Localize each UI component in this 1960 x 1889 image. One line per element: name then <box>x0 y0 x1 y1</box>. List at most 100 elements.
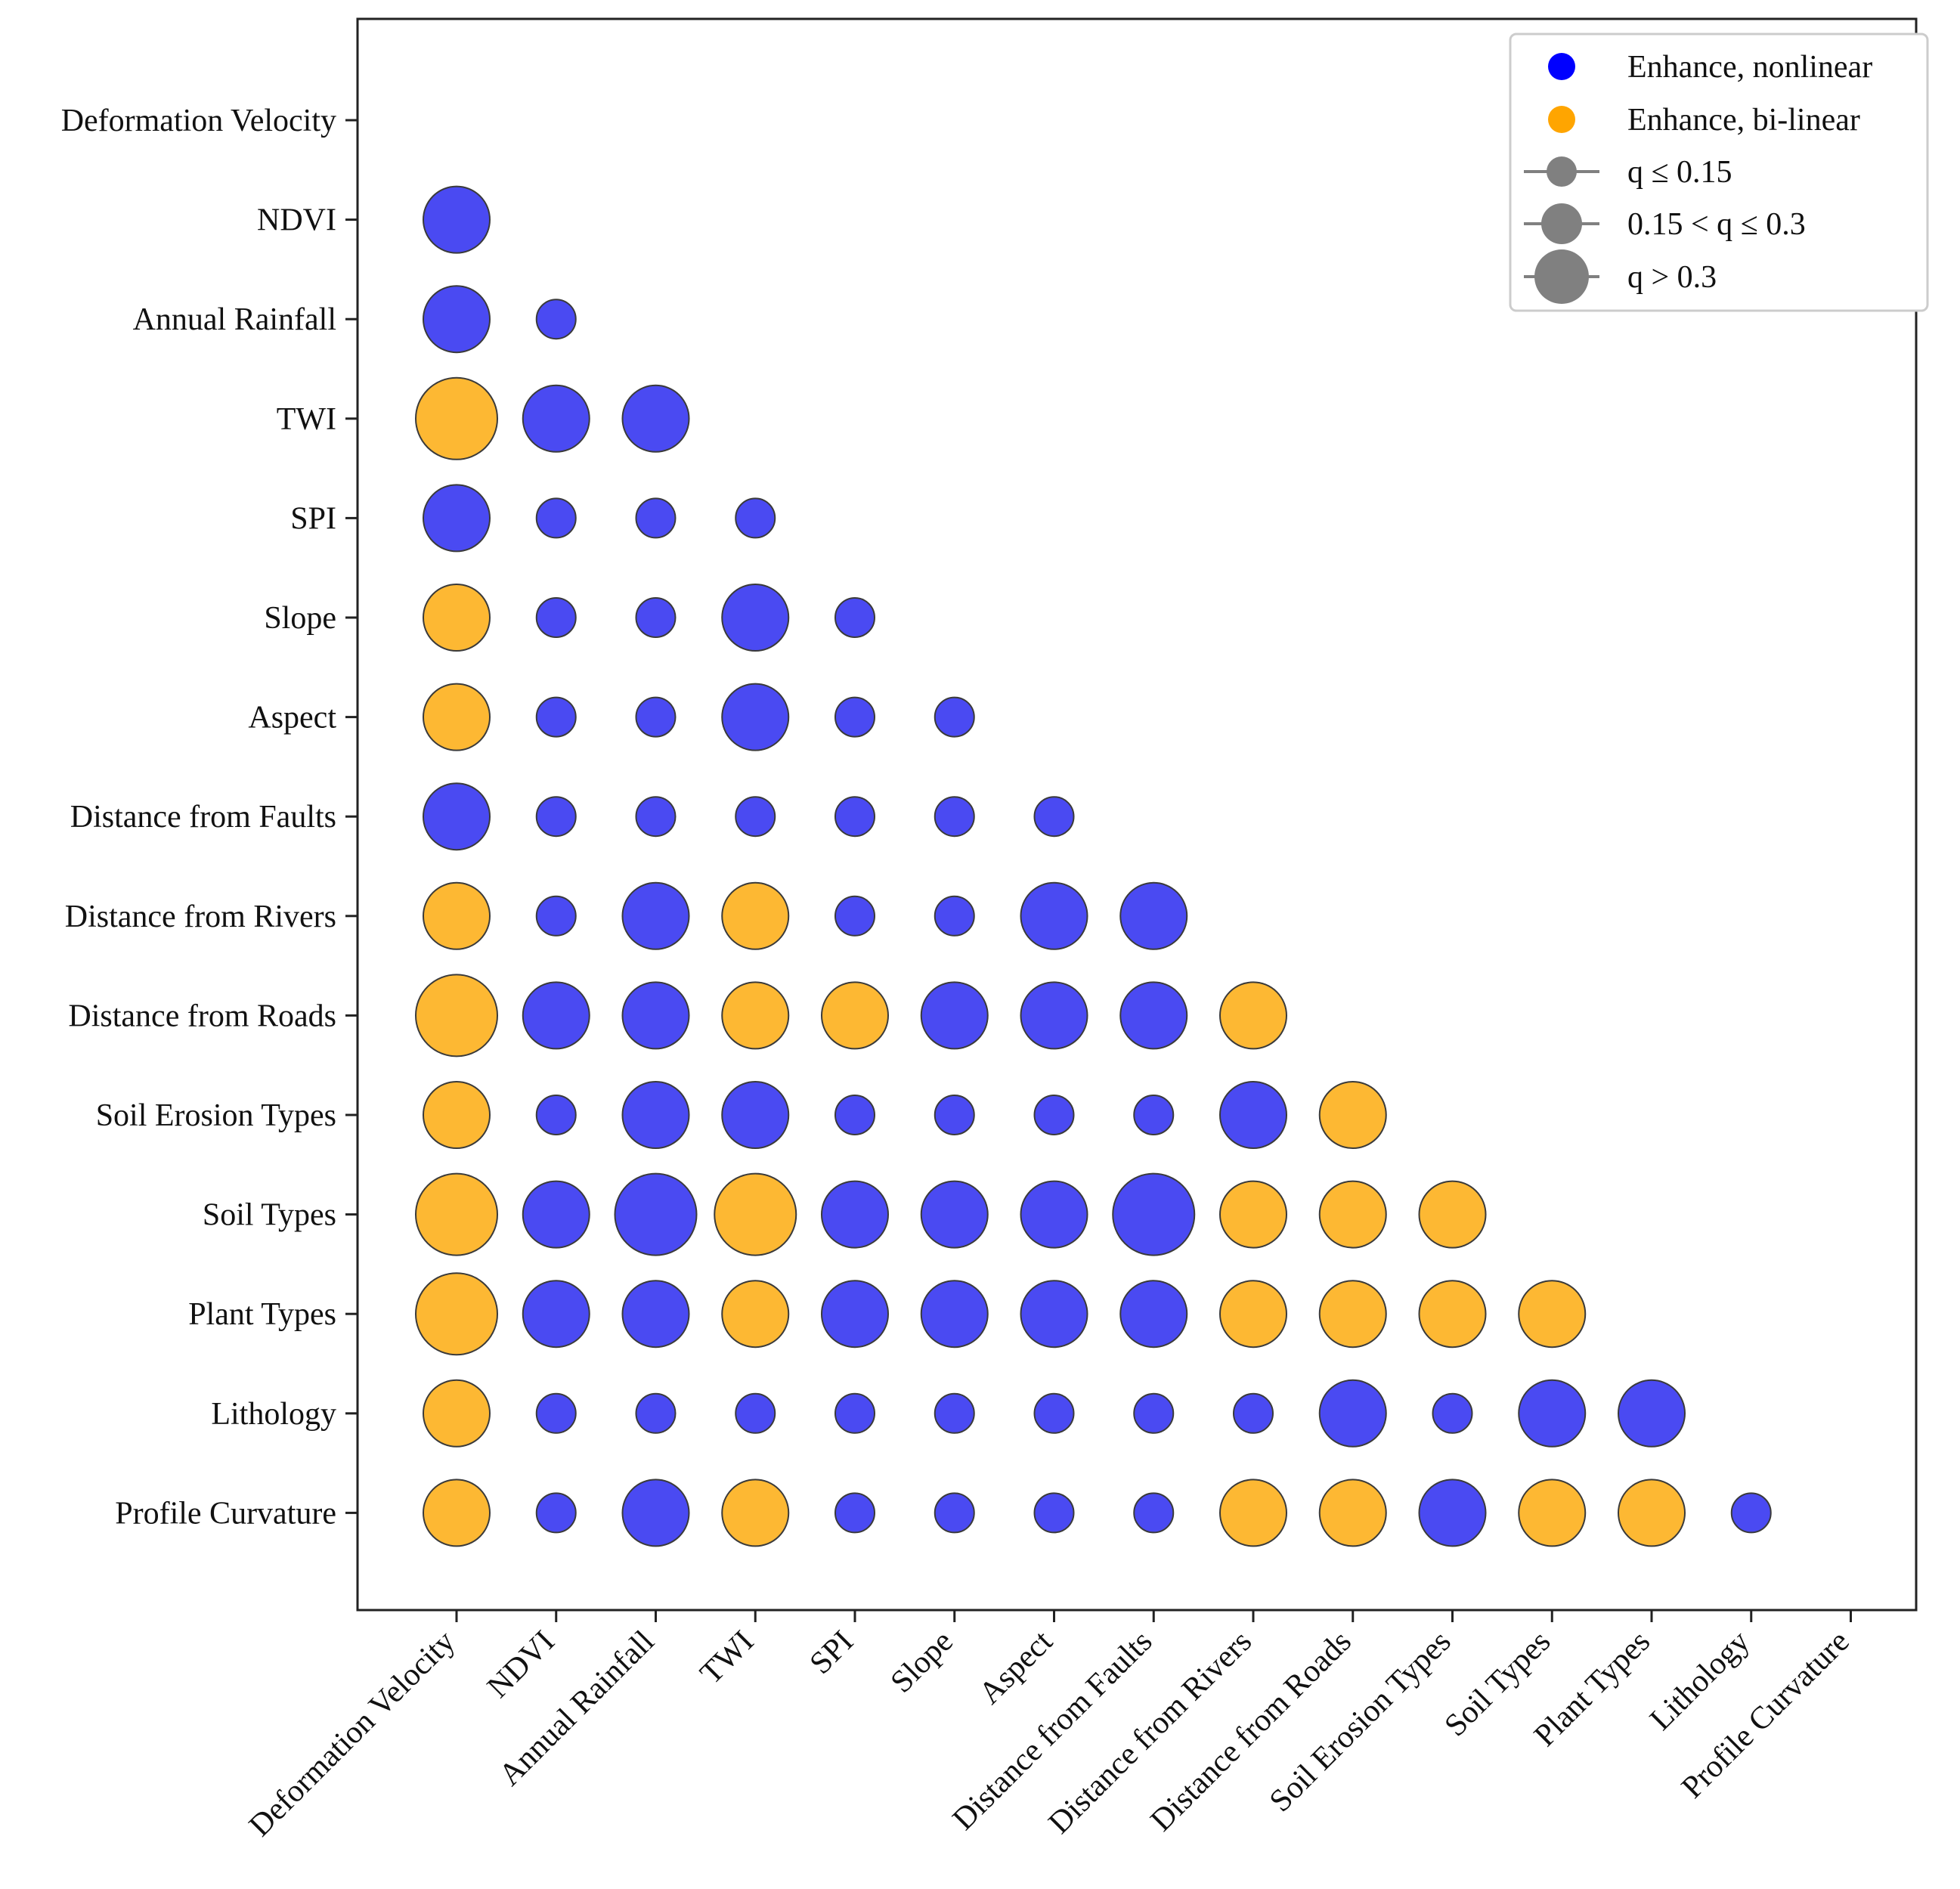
bubble-ndvi-x-aspect <box>535 696 577 738</box>
bubble-deformation-velocity-x-soil-types <box>415 1172 498 1256</box>
x-tick-label-soil-erosion-types: Soil Erosion Types <box>1263 1624 1458 1819</box>
bubble-twi-x-profile-curvature <box>721 1479 790 1547</box>
legend-size-marker-small <box>1547 156 1577 187</box>
bubble-deformation-velocity-x-annual-rainfall <box>423 285 491 354</box>
bubble-slope-x-aspect <box>934 696 975 738</box>
bubble-twi-x-distance-from-faults <box>735 796 776 838</box>
y-tick-label-plant-types: Plant Types <box>188 1297 336 1332</box>
y-tick-label-twi: TWI <box>277 402 336 437</box>
bubble-annual-rainfall-x-soil-erosion-types <box>621 1081 690 1149</box>
bubble-slope-x-distance-from-rivers <box>934 895 975 937</box>
bubble-ndvi-x-annual-rainfall <box>535 299 577 340</box>
bubble-spi-x-soil-types <box>821 1180 889 1249</box>
bubble-ndvi-x-lithology <box>535 1392 577 1434</box>
bubble-ndvi-x-distance-from-roads <box>522 981 590 1050</box>
y-tick-label-distance-from-roads: Distance from Roads <box>68 999 336 1033</box>
bubble-spi-x-distance-from-faults <box>834 796 875 838</box>
bubble-aspect-x-distance-from-roads <box>1020 981 1088 1050</box>
y-tick-label-profile-curvature: Profile Curvature <box>115 1496 336 1531</box>
bubble-twi-x-soil-erosion-types <box>721 1081 790 1149</box>
x-tick-label-ndvi: NDVI <box>481 1624 562 1705</box>
legend-marker-bilinear <box>1548 106 1575 133</box>
bubble-ndvi-x-soil-erosion-types <box>535 1095 577 1135</box>
bubble-annual-rainfall-x-distance-from-faults <box>635 796 677 838</box>
bubble-slope-x-lithology <box>934 1392 975 1434</box>
bubble-distance-from-rivers-x-soil-erosion-types <box>1219 1081 1287 1149</box>
bubble-annual-rainfall-x-aspect <box>635 696 677 738</box>
y-tick-label-distance-from-faults: Distance from Faults <box>70 800 336 835</box>
x-tick-label-aspect: Aspect <box>973 1624 1060 1711</box>
bubble-distance-from-roads-x-profile-curvature <box>1318 1479 1387 1547</box>
bubble-slope-x-distance-from-roads <box>920 981 989 1050</box>
y-tick-label-soil-erosion-types: Soil Erosion Types <box>96 1098 336 1133</box>
bubble-twi-x-distance-from-rivers <box>721 881 790 950</box>
x-tick-label-deformation-velocity: Deformation Velocity <box>243 1624 462 1844</box>
bubble-slope-x-profile-curvature <box>934 1492 975 1534</box>
x-tick-label-spi: SPI <box>804 1624 860 1681</box>
bubble-ndvi-x-spi <box>535 497 577 539</box>
bubble-annual-rainfall-x-twi <box>621 384 690 453</box>
y-tick-label-aspect: Aspect <box>248 701 336 735</box>
bubble-ndvi-x-profile-curvature <box>535 1492 577 1534</box>
bubble-annual-rainfall-x-distance-from-roads <box>621 981 690 1050</box>
bubble-twi-x-spi <box>735 497 776 539</box>
bubble-distance-from-faults-x-profile-curvature <box>1133 1492 1175 1534</box>
bubble-plant-types-x-lithology <box>1618 1379 1686 1448</box>
y-tick-label-annual-rainfall: Annual Rainfall <box>133 302 336 337</box>
legend-label-medium: 0.15 < q ≤ 0.3 <box>1627 207 1806 242</box>
y-tick-label-deformation-velocity: Deformation Velocity <box>61 104 336 138</box>
legend-size-marker-medium <box>1541 203 1582 244</box>
bubble-distance-from-faults-x-lithology <box>1133 1392 1175 1434</box>
bubble-twi-x-plant-types <box>721 1280 790 1349</box>
bubble-ndvi-x-soil-types <box>522 1180 590 1249</box>
legend-label-small: q ≤ 0.15 <box>1627 155 1732 190</box>
bubble-soil-types-x-profile-curvature <box>1518 1479 1587 1547</box>
bubble-spi-x-plant-types <box>821 1280 889 1349</box>
bubble-deformation-velocity-x-twi <box>415 376 498 460</box>
bubble-distance-from-roads-x-lithology <box>1318 1379 1387 1448</box>
bubble-spi-x-lithology <box>834 1392 875 1434</box>
legend-size-marker-large <box>1534 249 1589 304</box>
bubble-plant-types-x-profile-curvature <box>1618 1479 1686 1547</box>
bubble-deformation-velocity-x-lithology <box>423 1379 491 1448</box>
bubble-ndvi-x-slope <box>535 597 577 638</box>
bubble-twi-x-slope <box>721 584 790 652</box>
legend-marker-nonlinear <box>1548 53 1575 80</box>
bubble-deformation-velocity-x-profile-curvature <box>423 1479 491 1547</box>
bubble-spi-x-slope <box>834 597 875 638</box>
y-axis-ticks: Deformation Velocity NDVI Annual Rainfall T… <box>61 104 358 1531</box>
bubble-annual-rainfall-x-spi <box>635 497 677 539</box>
bubble-deformation-velocity-x-plant-types <box>415 1272 498 1356</box>
bubble-deformation-velocity-x-spi <box>423 484 491 553</box>
bubble-deformation-velocity-x-soil-erosion-types <box>423 1081 491 1149</box>
legend: Enhance, nonlinear Enhance, bi-linear q ≤ … <box>1509 33 1929 312</box>
legend-label-large: q > 0.3 <box>1627 260 1717 295</box>
bubble-annual-rainfall-x-profile-curvature <box>621 1479 690 1547</box>
bubble-distance-from-faults-x-soil-types <box>1112 1172 1196 1256</box>
y-tick-label-spi: SPI <box>290 501 336 536</box>
bubble-deformation-velocity-x-distance-from-faults <box>423 782 491 851</box>
y-tick-label-soil-types: Soil Types <box>203 1198 336 1233</box>
bubble-distance-from-faults-x-soil-erosion-types <box>1133 1095 1175 1135</box>
x-tick-label-profile-curvature: Profile Curvature <box>1675 1624 1856 1806</box>
bubble-distance-from-rivers-x-soil-types <box>1219 1180 1287 1249</box>
bubble-aspect-x-lithology <box>1033 1392 1075 1434</box>
bubble-distance-from-roads-x-soil-types <box>1318 1180 1387 1249</box>
bubble-soil-types-x-plant-types <box>1518 1280 1587 1349</box>
bubble-soil-erosion-types-x-profile-curvature <box>1418 1479 1487 1547</box>
bubble-twi-x-distance-from-roads <box>721 981 790 1050</box>
bubble-aspect-x-soil-erosion-types <box>1033 1095 1075 1135</box>
bubble-aspect-x-distance-from-rivers <box>1020 881 1088 950</box>
bubble-annual-rainfall-x-soil-types <box>614 1172 698 1256</box>
bubble-distance-from-roads-x-soil-erosion-types <box>1318 1081 1387 1149</box>
x-tick-label-slope: Slope <box>884 1624 960 1700</box>
bubble-spi-x-soil-erosion-types <box>834 1095 875 1135</box>
bubble-spi-x-distance-from-rivers <box>834 895 875 937</box>
bubble-annual-rainfall-x-lithology <box>635 1392 677 1434</box>
legend-box <box>1509 33 1929 312</box>
bubble-annual-rainfall-x-distance-from-rivers <box>621 881 690 950</box>
y-tick-label-distance-from-rivers: Distance from Rivers <box>65 900 336 934</box>
bubble-deformation-velocity-x-ndvi <box>423 185 491 254</box>
